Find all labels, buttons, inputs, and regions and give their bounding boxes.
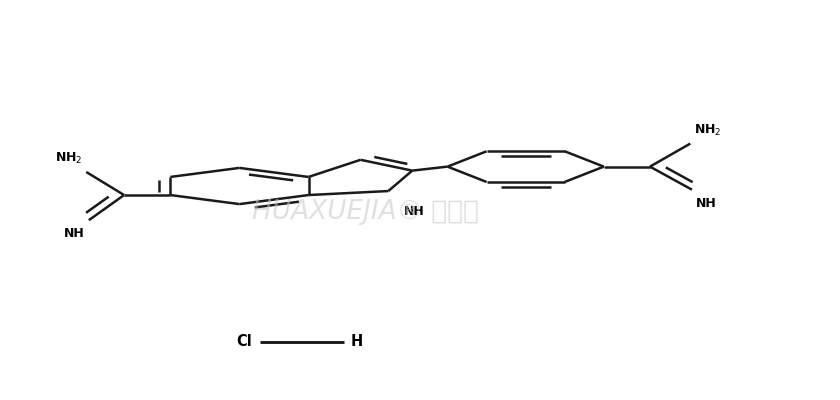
Text: HUAXUEJIA® 化学加: HUAXUEJIA® 化学加 — [252, 199, 479, 225]
Text: Cl: Cl — [236, 334, 252, 350]
Text: NH$_2$: NH$_2$ — [695, 122, 722, 138]
Text: NH: NH — [403, 205, 424, 218]
Text: NH: NH — [696, 197, 717, 210]
Text: NH: NH — [64, 227, 85, 240]
Text: H: H — [351, 334, 364, 350]
Text: NH$_2$: NH$_2$ — [55, 151, 82, 166]
